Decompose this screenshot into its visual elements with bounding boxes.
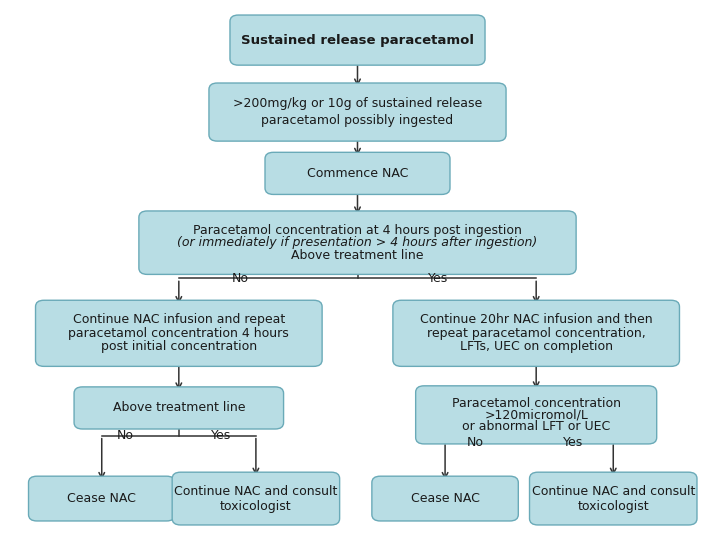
Text: Yes: Yes [211,429,231,442]
FancyBboxPatch shape [530,472,697,525]
Text: or abnormal LFT or UEC: or abnormal LFT or UEC [462,420,611,432]
FancyBboxPatch shape [209,83,506,141]
FancyBboxPatch shape [372,476,518,521]
Text: Above treatment line: Above treatment line [112,401,245,415]
FancyBboxPatch shape [265,152,450,194]
Text: Continue NAC infusion and repeat: Continue NAC infusion and repeat [73,313,285,326]
Text: Cease NAC: Cease NAC [67,492,136,505]
FancyBboxPatch shape [36,300,322,366]
Text: Above treatment line: Above treatment line [291,249,424,262]
FancyBboxPatch shape [415,386,656,444]
Text: Continue NAC and consult: Continue NAC and consult [174,485,337,498]
Text: Continue 20hr NAC infusion and then: Continue 20hr NAC infusion and then [420,313,653,326]
FancyBboxPatch shape [29,476,175,521]
Text: Cease NAC: Cease NAC [410,492,480,505]
Text: Commence NAC: Commence NAC [307,167,408,180]
Text: Yes: Yes [563,436,583,449]
Text: Yes: Yes [428,272,448,285]
Text: post initial concentration: post initial concentration [101,340,257,353]
Text: >200mg/kg or 10g of sustained release: >200mg/kg or 10g of sustained release [233,97,482,110]
Text: >120micromol/L: >120micromol/L [484,409,588,422]
Text: paracetamol possibly ingested: paracetamol possibly ingested [262,114,453,127]
Text: Continue NAC and consult: Continue NAC and consult [531,485,695,498]
FancyBboxPatch shape [230,15,485,65]
Text: No: No [232,272,249,285]
Text: LFTs, UEC on completion: LFTs, UEC on completion [460,340,613,353]
Text: No: No [117,429,134,442]
Text: Paracetamol concentration: Paracetamol concentration [452,397,621,410]
Text: toxicologist: toxicologist [578,499,649,512]
FancyBboxPatch shape [139,211,576,274]
FancyBboxPatch shape [74,387,284,429]
Text: (or immediately if presentation > 4 hours after ingestion): (or immediately if presentation > 4 hour… [177,236,538,249]
Text: repeat paracetamol concentration,: repeat paracetamol concentration, [427,327,646,340]
Text: No: No [467,436,484,449]
FancyBboxPatch shape [393,300,679,366]
Text: toxicologist: toxicologist [220,499,292,512]
Text: Paracetamol concentration at 4 hours post ingestion: Paracetamol concentration at 4 hours pos… [193,224,522,237]
Text: paracetamol concentration 4 hours: paracetamol concentration 4 hours [69,327,289,340]
Text: Sustained release paracetamol: Sustained release paracetamol [241,34,474,47]
FancyBboxPatch shape [172,472,340,525]
